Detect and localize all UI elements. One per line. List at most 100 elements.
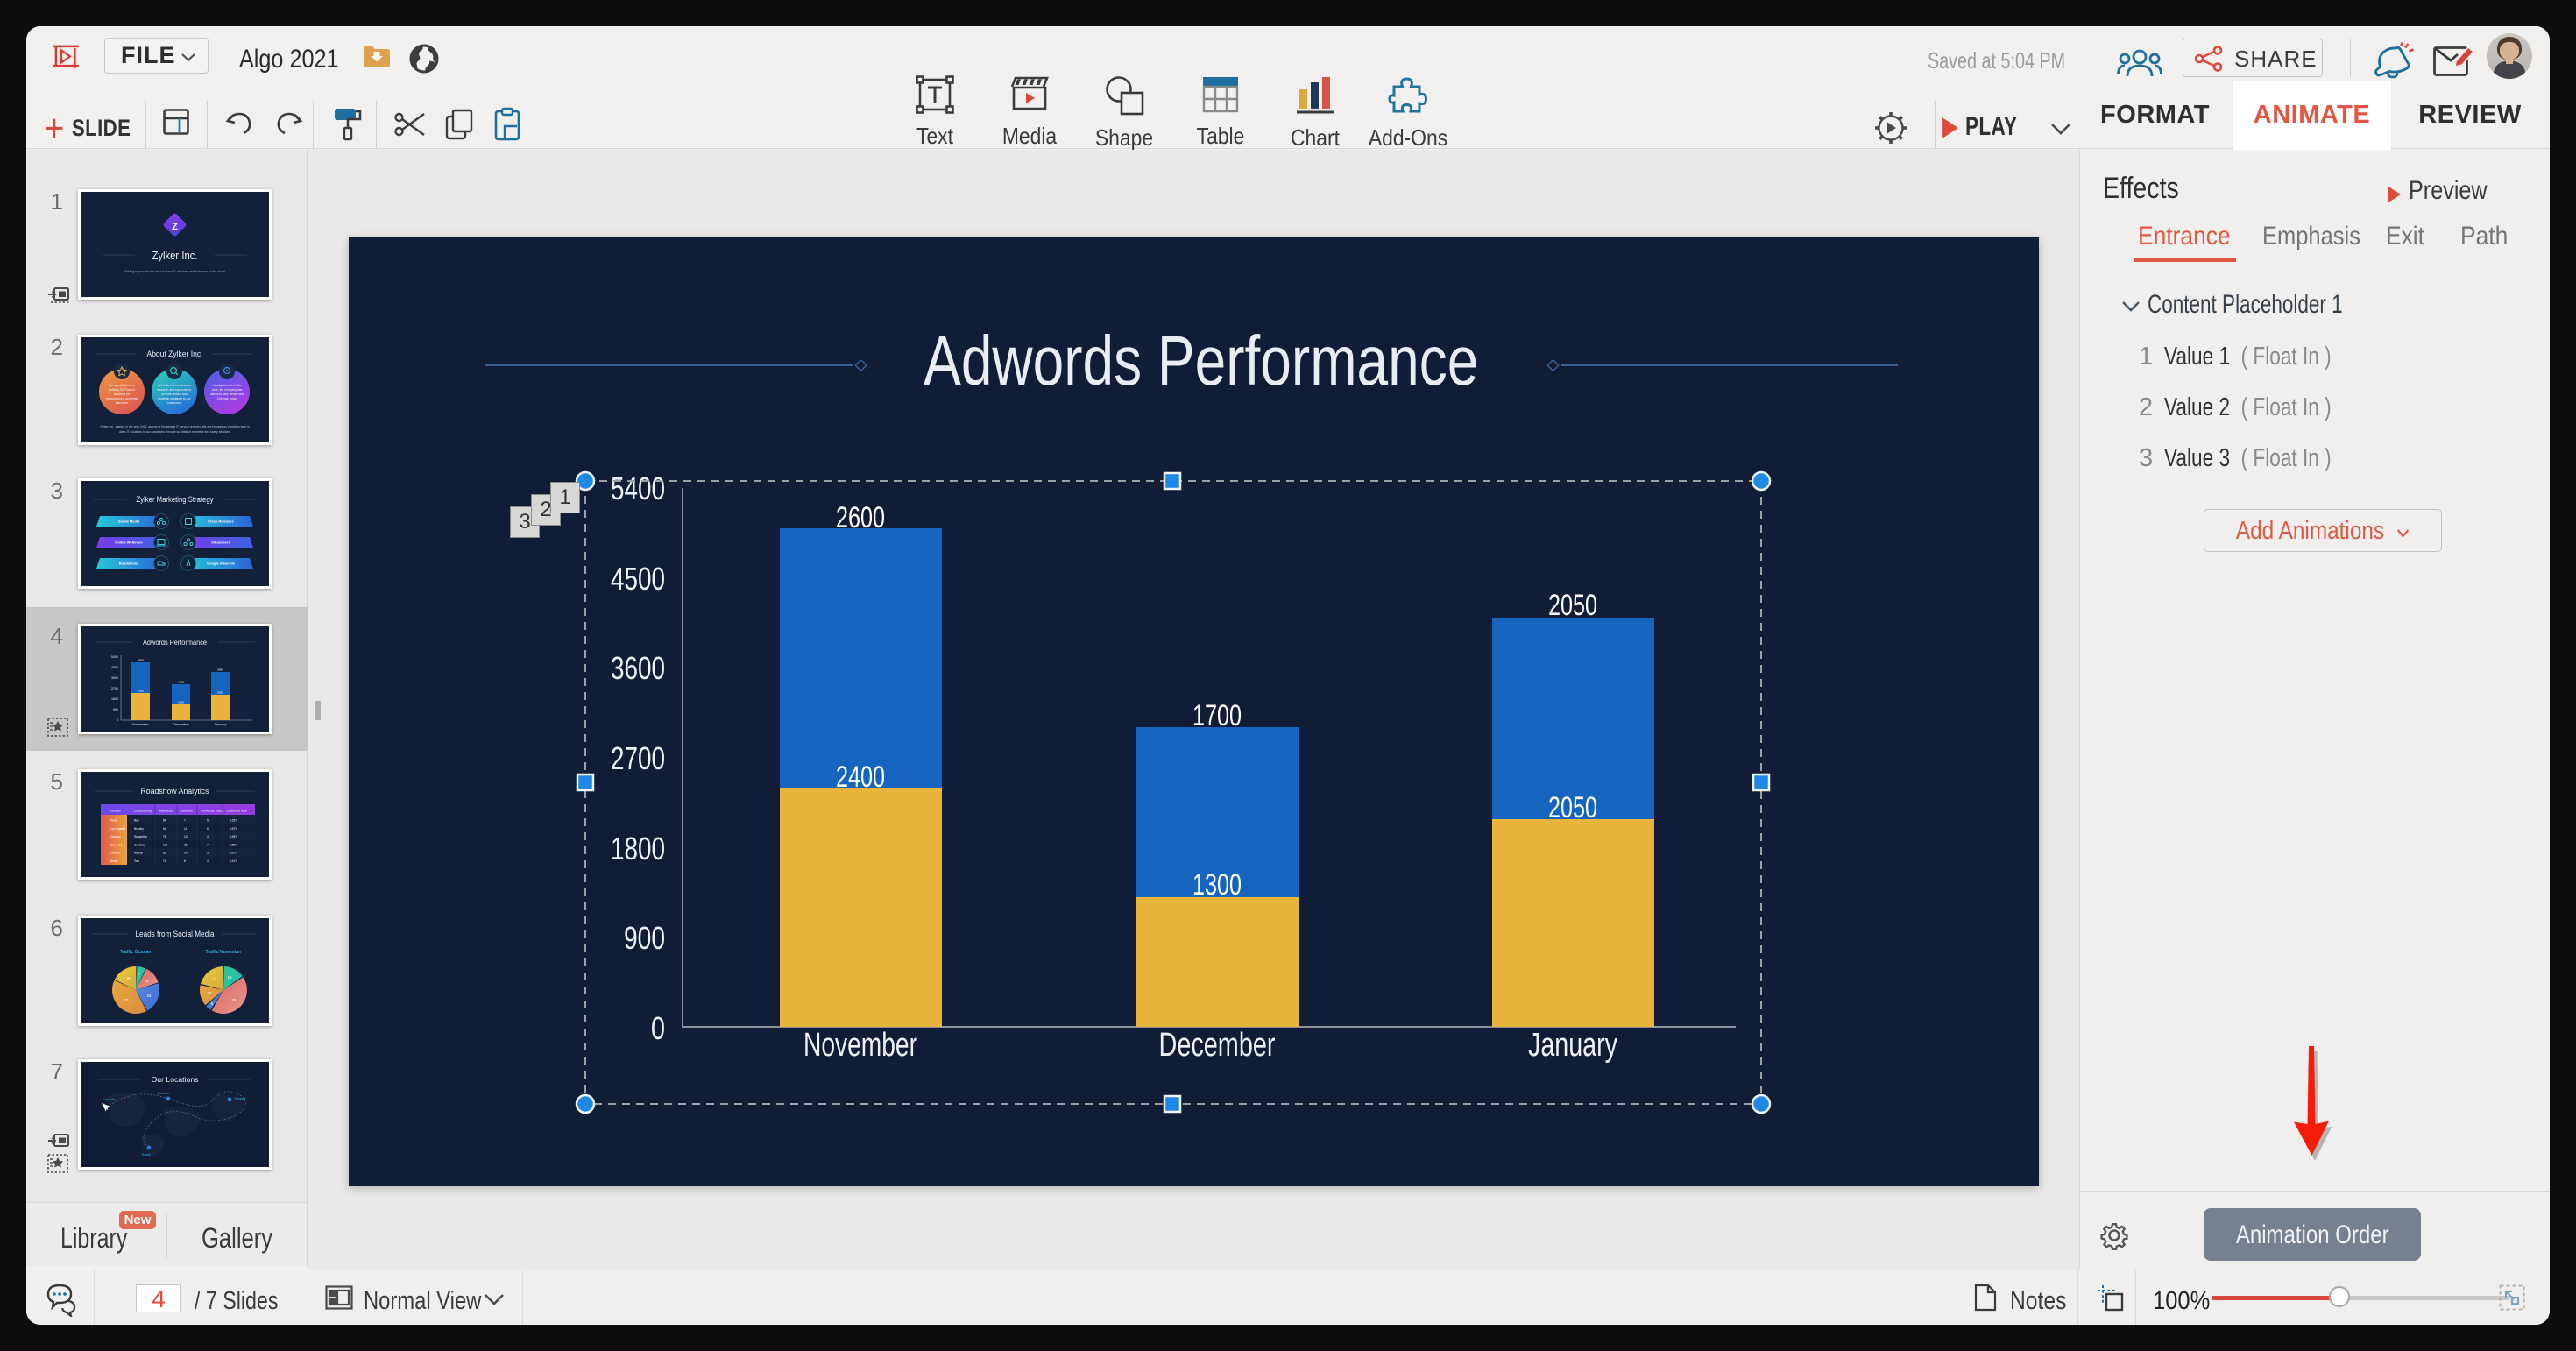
svg-text:industries: industries	[116, 401, 129, 405]
svg-text:3600: 3600	[111, 676, 118, 680]
svg-text:5.41%: 5.41%	[230, 859, 237, 863]
svg-text:Press Releases: Press Releases	[208, 520, 234, 524]
svg-text:2050: 2050	[217, 668, 223, 672]
svg-text:November: November	[803, 1027, 917, 1064]
svg-text:45: 45	[231, 998, 237, 1002]
svg-text:5400: 5400	[111, 655, 118, 659]
svg-text:11: 11	[184, 827, 188, 831]
svg-text:7: 7	[207, 843, 209, 846]
svg-text:Chennai, India.: Chennai, India.	[217, 397, 237, 400]
svg-text:2600: 2600	[138, 659, 144, 662]
svg-text:December: December	[173, 722, 189, 726]
svg-text:5: 5	[211, 1001, 214, 1006]
svg-text:Samantha: Samantha	[134, 835, 147, 838]
svg-text:3600: 3600	[611, 650, 665, 686]
svg-text:5.26%: 5.26%	[230, 835, 237, 838]
svg-text:Our Locations: Our Locations	[152, 1075, 199, 1084]
svg-text:9.25%: 9.25%	[230, 819, 237, 823]
svg-text:2700: 2700	[611, 740, 665, 776]
svg-text:Influencers: Influencers	[211, 541, 230, 545]
svg-text:Headquartered in San: Headquartered in San	[212, 384, 241, 387]
svg-text:Callbacks: Callbacks	[180, 810, 193, 813]
svg-text:2050: 2050	[1548, 589, 1597, 622]
svg-text:Leads from Social Media: Leads from Social Media	[136, 930, 215, 938]
svg-text:Traffic November: Traffic November	[206, 950, 242, 955]
svg-text:manufacturing and retail: manufacturing and retail	[106, 397, 138, 400]
svg-text:1800: 1800	[611, 831, 665, 866]
svg-text:5.83%: 5.83%	[230, 843, 237, 846]
svg-text:Jose, the company has: Jose, the company has	[212, 388, 243, 392]
svg-text:54: 54	[163, 819, 166, 823]
svg-text:4500: 4500	[111, 666, 118, 669]
svg-text:82: 82	[163, 852, 166, 855]
svg-text:1700: 1700	[1192, 699, 1242, 732]
svg-text:Striving to provide the best i: Striving to provide the best in class IT…	[124, 270, 226, 273]
svg-text:provide tactical and: provide tactical and	[161, 393, 187, 396]
svg-text:4: 4	[207, 859, 209, 863]
svg-text:We believe in continuous: We believe in continuous	[158, 384, 191, 387]
svg-text:2700: 2700	[111, 687, 118, 690]
svg-text:November: November	[132, 722, 149, 726]
svg-text:7: 7	[184, 819, 186, 823]
svg-text:43: 43	[124, 998, 129, 1002]
svg-text:Canada: Canada	[103, 1097, 116, 1101]
svg-text:3: 3	[207, 852, 209, 855]
svg-text:building SAP based: building SAP based	[109, 388, 135, 392]
svg-text:Conversion (Nos): Conversion (Nos)	[201, 810, 223, 813]
svg-text:22: 22	[212, 977, 217, 981]
svg-text:0: 0	[117, 718, 118, 722]
svg-text:1300: 1300	[1192, 868, 1242, 902]
svg-text:2600: 2600	[836, 501, 885, 534]
svg-text:2050: 2050	[217, 691, 223, 695]
svg-text:Los Angeles: Los Angeles	[110, 827, 126, 831]
svg-text:San Jose: San Jose	[110, 843, 123, 846]
svg-text:20: 20	[126, 976, 131, 980]
svg-text:900: 900	[624, 920, 665, 956]
svg-text:Rachel: Rachel	[134, 852, 143, 855]
svg-text:Roadshows: Roadshows	[119, 562, 139, 566]
svg-text:Attendance: Attendance	[159, 810, 173, 813]
svg-text:2050: 2050	[1548, 791, 1597, 824]
svg-text:solutions for: solutions for	[114, 393, 131, 396]
svg-text:Our speciality lies in: Our speciality lies in	[109, 384, 135, 387]
svg-text:Adwords Performance: Adwords Performance	[143, 639, 207, 647]
svg-text:16: 16	[227, 975, 232, 980]
svg-text:Social Media: Social Media	[118, 520, 140, 524]
svg-text:24: 24	[146, 994, 152, 998]
svg-text:26: 26	[184, 843, 188, 846]
svg-text:Traffic October: Traffic October	[120, 950, 152, 955]
svg-text:Bradley: Bradley	[134, 827, 144, 831]
svg-text:Conducted By: Conducted By	[134, 810, 152, 813]
svg-text:Google Adwords: Google Adwords	[207, 562, 236, 566]
svg-text:London: London	[110, 852, 120, 855]
svg-text:0: 0	[651, 1010, 665, 1046]
svg-text:strategic guidance to our: strategic guidance to our	[158, 397, 191, 400]
svg-text:Brazil: Brazil	[142, 1152, 151, 1156]
svg-text:December: December	[1159, 1027, 1276, 1064]
svg-text:1300: 1300	[178, 701, 184, 704]
svg-text:Tom: Tom	[134, 859, 139, 863]
svg-text:14: 14	[184, 852, 188, 855]
svg-text:Paris: Paris	[110, 819, 117, 823]
svg-text:About Zylker Inc.: About Zylker Inc.	[147, 350, 203, 358]
svg-text:1700: 1700	[178, 681, 184, 684]
svg-text:Zylker Marketing Strategy: Zylker Marketing Strategy	[137, 495, 214, 504]
svg-text:900: 900	[113, 708, 118, 711]
svg-text:5400: 5400	[611, 470, 665, 506]
svg-text:Berlin: Berlin	[110, 859, 117, 863]
svg-text:Online Webinars: Online Webinars	[115, 541, 143, 545]
svg-text:14: 14	[144, 979, 149, 983]
svg-text:London: London	[158, 1091, 169, 1095]
svg-text:16: 16	[207, 991, 212, 995]
svg-text:Russia: Russia	[235, 1096, 246, 1100]
svg-text:January: January	[214, 722, 226, 726]
svg-text:8: 8	[184, 859, 186, 863]
svg-text:Rey: Rey	[134, 819, 139, 823]
svg-text:Z: Z	[172, 222, 178, 232]
svg-text:5.57%: 5.57%	[230, 827, 237, 831]
svg-text:customers: customers	[167, 401, 181, 405]
svg-text:Chicago: Chicago	[110, 835, 121, 838]
svg-text:class IT solutions to our cust: class IT solutions to our customers thro…	[119, 430, 230, 434]
svg-text:5: 5	[207, 819, 209, 823]
svg-text:research and explorations.: research and explorations.	[157, 388, 192, 392]
